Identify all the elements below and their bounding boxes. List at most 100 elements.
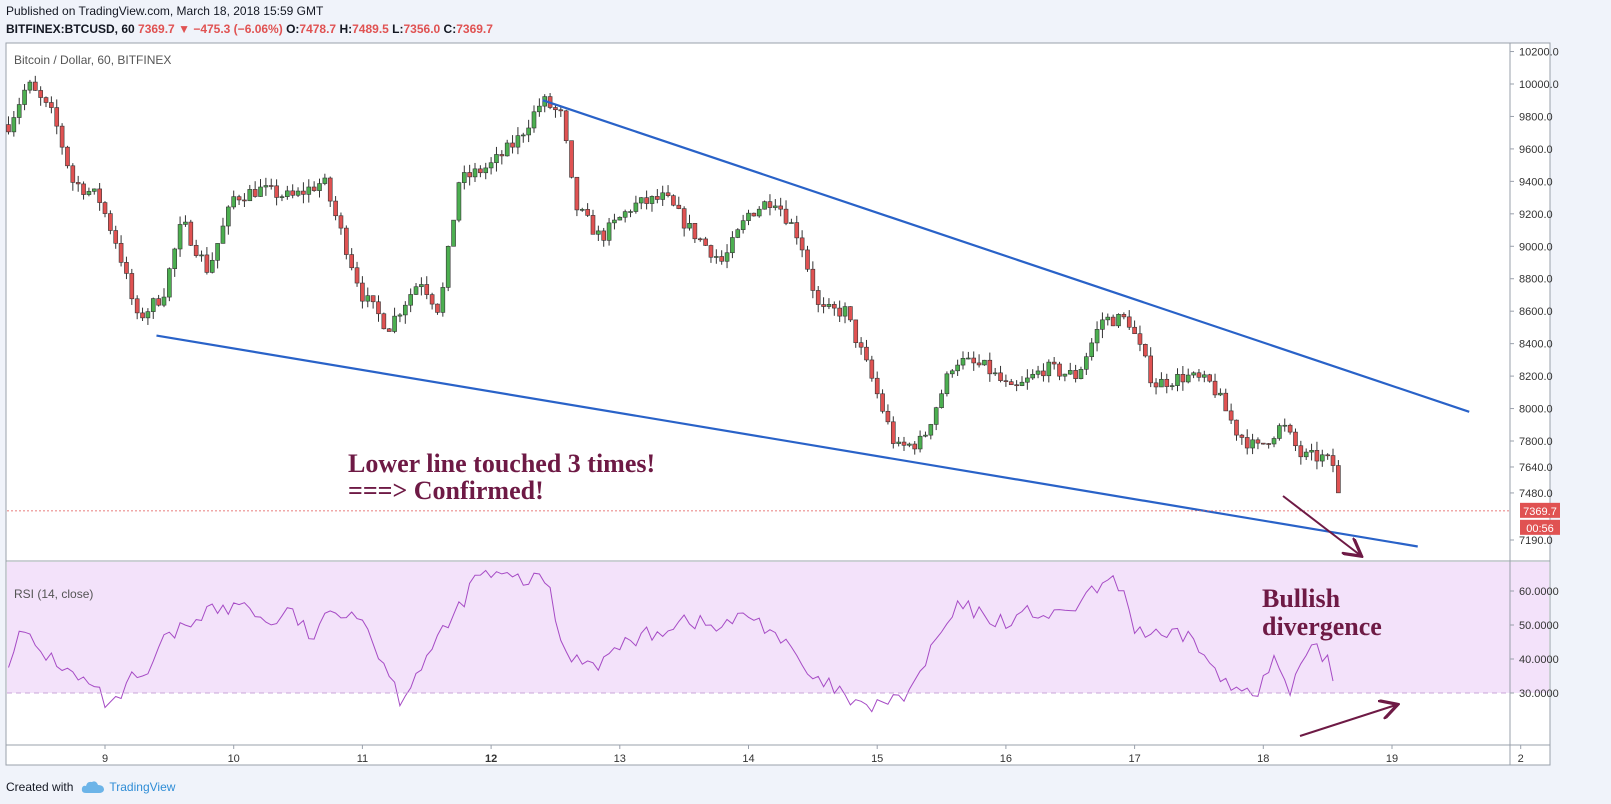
candle <box>574 176 580 217</box>
candle <box>1132 320 1137 335</box>
symbol-label[interactable]: BITFINEX:BTCUSD, 60 <box>6 22 135 36</box>
candle <box>1261 442 1266 445</box>
candle <box>354 261 360 287</box>
candle <box>445 245 451 292</box>
candle <box>349 248 354 271</box>
candle <box>1105 313 1111 326</box>
candle <box>794 215 800 245</box>
x-tick-label: 18 <box>1257 753 1269 765</box>
candle <box>928 423 934 440</box>
candle <box>167 267 172 302</box>
symbol-ohlc-bar: BITFINEX:BTCUSD, 60 7369.7 ▼ −475.3 (−6.… <box>6 22 493 36</box>
x-tick-label: 17 <box>1128 753 1140 765</box>
candle <box>966 351 971 360</box>
candle <box>708 244 714 263</box>
candle <box>451 219 456 247</box>
candle <box>22 84 27 111</box>
rsi-tick-label: 30.0000 <box>1519 688 1559 700</box>
x-tick-label: 16 <box>1000 753 1012 765</box>
candle <box>172 247 178 277</box>
candle <box>456 181 462 223</box>
x-tick-label: 11 <box>357 753 368 765</box>
candle <box>386 328 392 332</box>
candle <box>1148 347 1153 388</box>
candle <box>113 225 119 249</box>
candle <box>1062 373 1068 382</box>
candle <box>992 367 998 376</box>
candle <box>1207 373 1212 383</box>
candle <box>730 231 735 259</box>
candle <box>1223 388 1229 412</box>
candle <box>118 235 124 267</box>
candle <box>11 111 17 137</box>
candle <box>91 188 97 195</box>
x-tick-label: 14 <box>742 753 754 765</box>
annotation-bullish-1: Bullish <box>1262 584 1341 613</box>
candle <box>885 404 891 425</box>
high-label: H: <box>339 22 353 36</box>
candle <box>976 354 982 368</box>
candle <box>1159 372 1164 388</box>
candle <box>338 212 344 235</box>
candle <box>290 184 295 199</box>
tradingview-link[interactable]: TradingView <box>109 780 176 794</box>
candle <box>1202 370 1207 383</box>
rsi-title: RSI (14, close) <box>14 587 93 601</box>
candle <box>858 337 864 355</box>
candle <box>488 157 494 175</box>
candle <box>327 176 333 207</box>
candle <box>140 307 145 321</box>
candle <box>665 185 671 198</box>
candle <box>1116 313 1121 328</box>
candle <box>971 351 977 371</box>
candle <box>789 218 794 224</box>
candle <box>1271 436 1277 448</box>
candle <box>907 442 912 448</box>
candle <box>279 194 285 202</box>
candle <box>156 294 161 307</box>
y-tick-label: 9600.0 <box>1519 144 1553 156</box>
candle <box>955 359 960 376</box>
candle <box>612 213 617 230</box>
candle <box>655 189 660 204</box>
trendline-lower[interactable] <box>156 334 1418 548</box>
open-label: O: <box>286 22 300 36</box>
candle <box>579 207 585 212</box>
candle <box>638 197 644 210</box>
footer: Created with TradingView <box>6 780 175 794</box>
candle <box>1196 369 1202 382</box>
candle <box>622 209 628 223</box>
y-tick-label: 9400.0 <box>1519 176 1553 188</box>
rsi-tick-label: 60.0000 <box>1519 586 1559 598</box>
candle <box>440 282 446 317</box>
candle <box>97 182 102 211</box>
candle <box>1084 352 1089 375</box>
x-tick-label: 9 <box>102 753 108 765</box>
candle <box>596 225 601 241</box>
candle <box>263 177 269 196</box>
last-price: 7369.7 <box>138 22 175 36</box>
candle <box>719 250 724 265</box>
candle <box>1212 373 1218 398</box>
candle <box>1126 310 1132 330</box>
candle <box>124 256 129 280</box>
candle <box>756 206 762 218</box>
candle <box>478 165 483 178</box>
candle <box>472 162 478 182</box>
candle <box>778 197 783 217</box>
trendline-upper[interactable] <box>542 99 1470 413</box>
y-tick-label: 7800.0 <box>1519 436 1553 448</box>
candle <box>1143 343 1148 358</box>
candle <box>145 308 151 325</box>
candle <box>231 190 236 210</box>
candle <box>1067 362 1073 375</box>
candle <box>982 359 987 366</box>
candle <box>1330 448 1336 473</box>
last-price-tag <box>1520 502 1560 518</box>
candle <box>392 307 397 334</box>
candle <box>86 187 92 197</box>
y-tick-label: 8800.0 <box>1519 274 1553 286</box>
candle <box>703 236 708 246</box>
candle <box>1244 429 1250 455</box>
